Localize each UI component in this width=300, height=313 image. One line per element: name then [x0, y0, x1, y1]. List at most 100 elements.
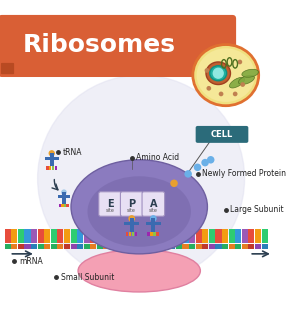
- Bar: [11, 229, 17, 243]
- Bar: [31, 244, 37, 249]
- Circle shape: [206, 86, 211, 91]
- Bar: [126, 232, 128, 236]
- Circle shape: [213, 68, 224, 79]
- Bar: [44, 156, 59, 160]
- FancyBboxPatch shape: [120, 192, 143, 216]
- Bar: [130, 244, 136, 249]
- Bar: [262, 244, 268, 249]
- Bar: [143, 244, 149, 249]
- Circle shape: [61, 189, 67, 195]
- Bar: [117, 229, 123, 243]
- Text: Newly Formed Protein: Newly Formed Protein: [202, 169, 286, 178]
- Circle shape: [194, 164, 201, 171]
- Text: mRNA: mRNA: [19, 257, 43, 266]
- Bar: [262, 229, 268, 243]
- Bar: [58, 195, 70, 198]
- Circle shape: [201, 159, 209, 167]
- Circle shape: [207, 156, 214, 164]
- Bar: [156, 229, 162, 243]
- Bar: [90, 229, 96, 243]
- Bar: [147, 232, 150, 236]
- Bar: [110, 229, 116, 243]
- Bar: [150, 229, 156, 243]
- Bar: [229, 244, 235, 249]
- Bar: [222, 244, 228, 249]
- Bar: [18, 244, 24, 249]
- Bar: [64, 229, 70, 243]
- Bar: [130, 218, 134, 232]
- Bar: [31, 229, 37, 243]
- Bar: [248, 229, 254, 243]
- Text: site: site: [106, 208, 115, 213]
- Bar: [59, 203, 61, 207]
- Bar: [163, 229, 169, 243]
- Bar: [202, 229, 208, 243]
- Bar: [97, 244, 103, 249]
- Text: site: site: [127, 208, 136, 213]
- Bar: [44, 244, 50, 249]
- Text: tRNA: tRNA: [63, 148, 83, 157]
- Circle shape: [150, 215, 157, 222]
- Bar: [38, 229, 44, 243]
- Bar: [222, 229, 228, 243]
- Bar: [143, 229, 149, 243]
- Bar: [215, 244, 221, 249]
- Bar: [136, 244, 142, 249]
- Ellipse shape: [196, 48, 255, 102]
- Bar: [169, 244, 176, 249]
- Ellipse shape: [193, 44, 259, 106]
- Bar: [153, 232, 156, 236]
- Bar: [66, 203, 69, 207]
- Bar: [182, 229, 189, 243]
- Bar: [5, 244, 11, 249]
- Circle shape: [219, 92, 224, 96]
- Bar: [176, 244, 182, 249]
- Bar: [5, 229, 11, 243]
- Bar: [123, 244, 129, 249]
- Ellipse shape: [71, 160, 207, 254]
- Ellipse shape: [242, 69, 259, 77]
- Circle shape: [128, 215, 135, 222]
- Bar: [189, 229, 195, 243]
- Ellipse shape: [230, 77, 244, 88]
- Bar: [196, 244, 202, 249]
- Ellipse shape: [206, 62, 230, 85]
- Bar: [150, 232, 153, 236]
- Bar: [242, 229, 248, 243]
- Ellipse shape: [210, 66, 227, 81]
- Bar: [242, 244, 248, 249]
- FancyBboxPatch shape: [0, 15, 236, 77]
- Bar: [135, 232, 137, 236]
- Bar: [103, 229, 109, 243]
- Circle shape: [49, 150, 55, 156]
- Bar: [209, 229, 215, 243]
- FancyBboxPatch shape: [99, 192, 121, 216]
- Bar: [25, 244, 31, 249]
- Bar: [64, 244, 70, 249]
- Circle shape: [238, 59, 242, 64]
- Bar: [235, 229, 241, 243]
- FancyBboxPatch shape: [142, 192, 165, 216]
- Bar: [62, 192, 66, 203]
- Circle shape: [170, 180, 178, 187]
- Bar: [189, 244, 195, 249]
- Bar: [202, 244, 208, 249]
- Bar: [156, 232, 159, 236]
- Text: P: P: [128, 199, 135, 209]
- Bar: [25, 229, 31, 243]
- Circle shape: [233, 92, 238, 96]
- Bar: [130, 229, 136, 243]
- Bar: [117, 244, 123, 249]
- Bar: [176, 229, 182, 243]
- Bar: [151, 218, 155, 232]
- Bar: [77, 244, 83, 249]
- Bar: [229, 229, 235, 243]
- Bar: [255, 244, 261, 249]
- Bar: [169, 229, 176, 243]
- Bar: [64, 203, 66, 207]
- Text: Amino Acid: Amino Acid: [136, 153, 179, 162]
- Bar: [84, 244, 90, 249]
- Bar: [132, 232, 134, 236]
- Bar: [61, 203, 64, 207]
- Circle shape: [184, 170, 192, 178]
